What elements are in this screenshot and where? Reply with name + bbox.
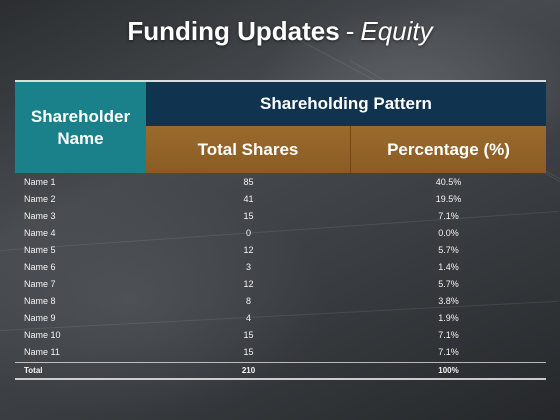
header-name-line-1: Shareholder [30,106,131,126]
cell-percentage: 5.7% [438,244,459,255]
table-total-row: Total 210 100% [15,362,546,379]
slide-title: Funding Updates - Equity [0,16,560,47]
cell-shares: 12 [243,278,254,289]
cell-name: Name 5 [24,244,56,255]
cell-name: Name 3 [24,210,56,221]
total-divider [15,362,546,363]
cell-percentage: 19.5% [435,193,462,204]
table-row: Name 1 85 40.5% [15,173,546,190]
cell-percentage: 7.1% [438,329,459,340]
table-row: Name 10 15 7.1% [15,326,546,343]
table-row: Name 7 12 5.7% [15,275,546,292]
table-row: Name 2 41 19.5% [15,190,546,207]
cell-percentage: 1.9% [438,312,459,323]
cell-shares: 0 [245,227,251,238]
cell-name: Name 8 [24,295,56,306]
cell-percentage: 0.0% [438,227,459,238]
cell-name: Name 1 [24,176,56,187]
table-bottom-rule [15,378,546,380]
table-row: Name 4 0 0.0% [15,224,546,241]
cell-shares: 3 [245,261,251,272]
total-percentage: 100% [438,366,459,375]
total-shares: 210 [241,366,256,375]
header-name-line-2: Name [57,128,104,148]
cell-shares: 4 [245,312,251,323]
cell-percentage: 1.4% [438,261,459,272]
table-header: Shareholder Name Shareholding Pattern To… [15,80,546,173]
title-separator: - [345,16,355,46]
cell-percentage: 5.7% [438,278,459,289]
cell-percentage: 7.1% [438,346,459,357]
header-shareholding-pattern: Shareholding Pattern [146,80,546,126]
cell-name: Name 11 [24,346,60,357]
table-body: Name 1 85 40.5% Name 2 41 19.5% Name 3 1… [15,173,546,380]
cell-shares: 15 [243,210,254,221]
cell-shares: 15 [243,329,254,340]
table-row: Name 11 15 7.1% [15,343,546,360]
table-row: Name 8 8 3.8% [15,292,546,309]
cell-name: Name 2 [24,193,56,204]
table-row: Name 6 3 1.4% [15,258,546,275]
table-row: Name 3 15 7.1% [15,207,546,224]
table-row: Name 9 4 1.9% [15,309,546,326]
cell-shares: 41 [243,193,254,204]
header-shareholder-name: Shareholder Name [15,80,146,173]
cell-percentage: 7.1% [438,210,459,221]
header-percentage: Percentage (%) [351,126,546,173]
total-label: Total [24,366,43,375]
cell-shares: 85 [243,176,254,187]
table-row: Name 5 12 5.7% [15,241,546,258]
cell-name: Name 7 [24,278,56,289]
cell-percentage: 3.8% [438,295,459,306]
cell-name: Name 4 [24,227,56,238]
header-total-shares: Total Shares [146,126,351,173]
cell-name: Name 9 [24,312,56,323]
cell-name: Name 10 [24,329,61,340]
title-sub: Equity [360,16,433,46]
cell-name: Name 6 [24,261,56,272]
cell-percentage: 40.5% [435,176,462,187]
cell-shares: 8 [245,295,251,306]
title-main: Funding Updates [127,16,340,46]
cell-shares: 12 [243,244,254,255]
cell-shares: 15 [243,346,254,357]
